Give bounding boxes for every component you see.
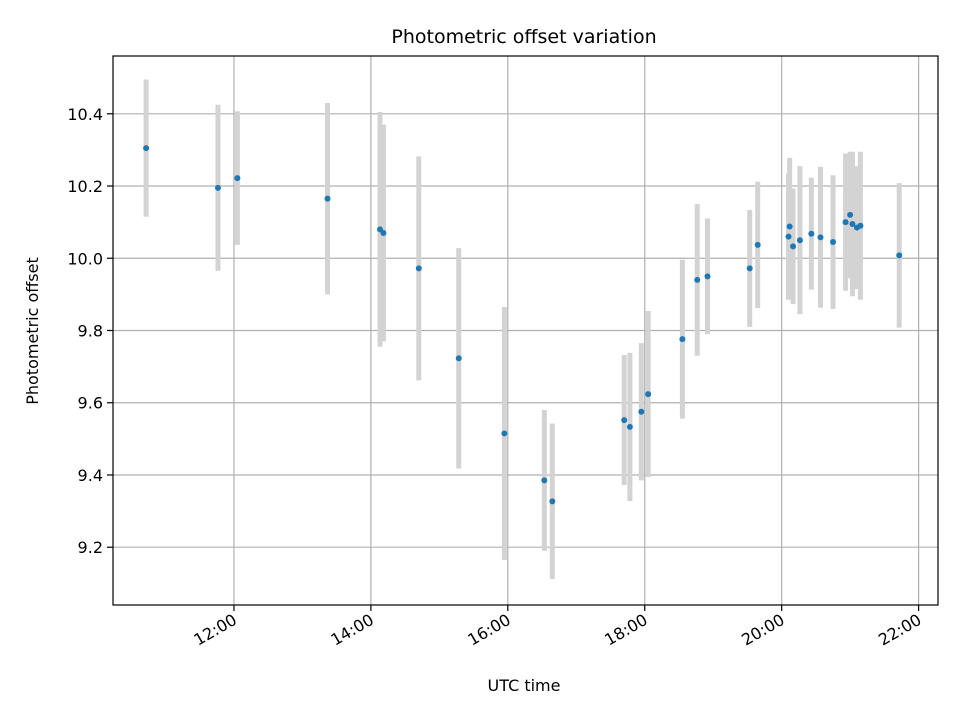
data-point: [830, 239, 837, 246]
x-axis-label: UTC time: [488, 676, 561, 695]
y-tick-label: 9.4: [78, 466, 103, 485]
data-point: [896, 252, 903, 259]
data-point: [790, 243, 797, 250]
data-point: [704, 273, 711, 280]
grid: [113, 56, 938, 605]
x-tick-label: 18:00: [601, 610, 650, 650]
data-point: [746, 265, 753, 272]
data-point: [324, 195, 331, 202]
data-point: [234, 175, 241, 182]
data-point: [786, 223, 793, 230]
x-tick-label: 22:00: [875, 610, 924, 650]
data-point: [455, 355, 462, 362]
data-point: [817, 234, 824, 241]
x-tick-label: 12:00: [191, 610, 240, 650]
y-axis-label: Photometric offset: [23, 257, 42, 405]
data-point: [847, 211, 854, 218]
y-tick-label: 10.0: [67, 249, 103, 268]
data-point: [541, 477, 548, 484]
y-tick-label: 9.8: [78, 322, 103, 341]
data-point: [796, 237, 803, 244]
data-point: [638, 408, 645, 415]
y-tick-label: 10.4: [67, 105, 103, 124]
data-point: [143, 145, 150, 152]
data-point: [849, 220, 856, 227]
data-point: [621, 417, 628, 424]
data-point: [549, 498, 556, 505]
data-point: [415, 265, 422, 272]
errorbars: [143, 79, 902, 579]
data-points: [143, 145, 903, 505]
data-point: [214, 184, 221, 191]
data-point: [754, 241, 761, 248]
data-point: [501, 430, 508, 437]
data-point: [679, 336, 686, 343]
data-point: [808, 230, 815, 237]
data-point: [380, 229, 387, 236]
data-point: [645, 391, 652, 398]
data-point: [694, 276, 701, 283]
x-tick-label: 20:00: [738, 610, 787, 650]
x-tick-label: 16:00: [464, 610, 513, 650]
y-tick-label: 10.2: [67, 177, 103, 196]
data-point: [626, 423, 633, 430]
chart-title: Photometric offset variation: [391, 26, 656, 48]
x-tick-label: 14:00: [327, 610, 376, 650]
y-tick-label: 9.2: [78, 538, 103, 557]
data-point: [785, 233, 792, 240]
y-tick-label: 9.6: [78, 394, 103, 413]
data-point: [857, 222, 864, 229]
data-point: [842, 219, 849, 226]
